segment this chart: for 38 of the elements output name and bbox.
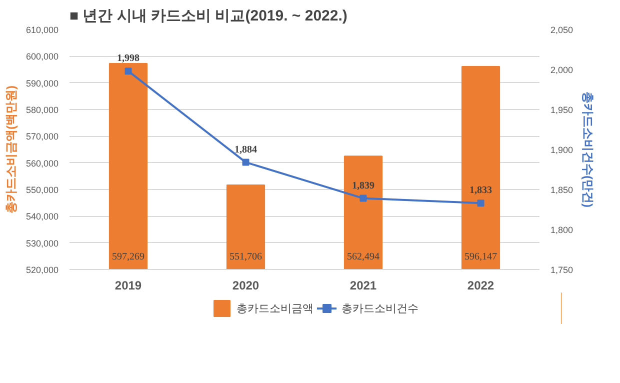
chart-title: ■ 년간 시내 카드소비 비교(2019. ~ 2022.)	[70, 8, 348, 24]
y2-axis-title: 총카드소비건수(만건)	[581, 92, 596, 208]
y2-tick-label: 1,900	[550, 145, 574, 155]
point	[242, 158, 250, 166]
y-tick-label: 600,000	[26, 52, 59, 62]
data-label: 1,839	[352, 180, 374, 192]
y-tick-label: 520,000	[26, 265, 59, 275]
point	[477, 200, 484, 207]
data-label: 1,884	[234, 144, 257, 156]
y2-tick-label: 1,800	[550, 225, 574, 235]
x-tick-label: 2022	[467, 278, 494, 292]
y-tick-label: 570,000	[26, 132, 59, 142]
y2-tick-label: 1,750	[550, 265, 574, 275]
legend-label: 총카드소비금액	[236, 302, 314, 316]
y2-tick-label: 1,850	[550, 185, 574, 195]
x-tick-label: 2020	[232, 278, 260, 292]
y-axis-title: 총카드소비금액(백만원)	[4, 85, 18, 214]
data-label: 596,147	[464, 252, 497, 262]
y2-tick-label: 2,050	[550, 25, 574, 35]
y-tick-label: 550,000	[26, 185, 59, 195]
point	[360, 194, 367, 202]
data-label: 1,998	[117, 53, 140, 64]
y-tick-label: 560,000	[26, 158, 59, 168]
y-tick-label: 590,000	[26, 78, 59, 88]
y2-tick-label: 1,950	[550, 105, 574, 115]
data-label: 562,494	[347, 252, 380, 262]
y2-tick-label: 2,000	[550, 65, 574, 75]
data-label: 597,269	[112, 252, 144, 262]
y-tick-label: 530,000	[26, 238, 59, 248]
x-tick-label: 2021	[350, 278, 377, 292]
data-label: 1,833	[470, 185, 492, 196]
y-tick-label: 540,000	[26, 212, 59, 222]
legend-label: 총카드소비건수	[342, 302, 418, 316]
data-label: 551,706	[230, 252, 262, 262]
y-tick-label: 610,000	[26, 25, 59, 35]
y-tick-label: 580,000	[26, 105, 59, 115]
x-tick-label: 2019	[114, 278, 142, 292]
point	[124, 68, 132, 75]
